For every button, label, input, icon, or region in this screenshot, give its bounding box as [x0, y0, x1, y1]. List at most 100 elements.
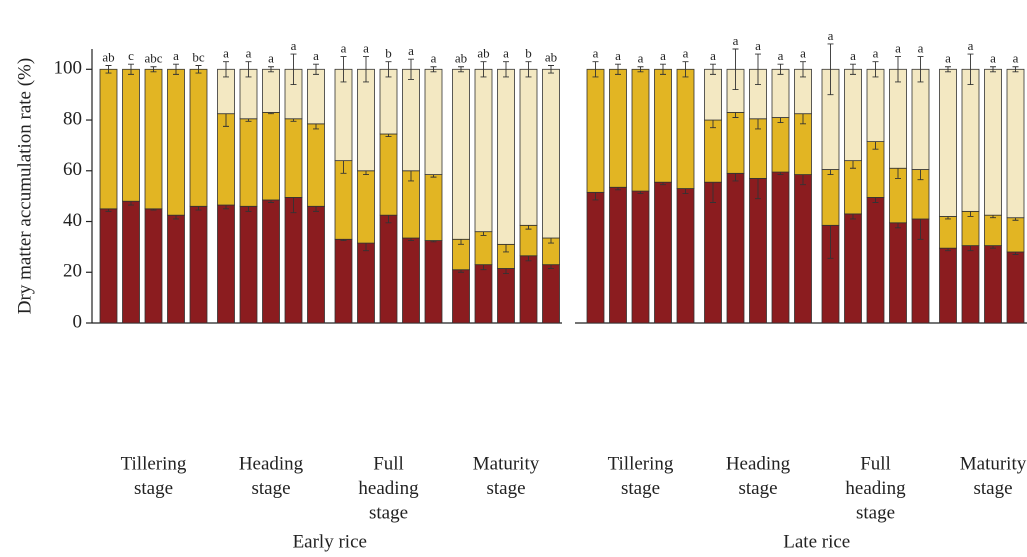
error-bar — [1012, 66, 1019, 73]
y-tick-label: 20 — [63, 261, 82, 282]
bar-segment — [866, 68, 885, 143]
bar-segment — [704, 68, 722, 121]
bar-segment — [961, 68, 980, 212]
significance-letter: a — [246, 46, 252, 61]
significance-letter: a — [755, 38, 761, 53]
error-bar — [313, 63, 319, 75]
bar-segment — [357, 68, 375, 172]
significance-letter: ab — [545, 49, 557, 64]
bar-segment — [704, 119, 722, 183]
significance-letter: a — [615, 48, 621, 63]
bar-segment — [357, 170, 375, 244]
bar-segment — [474, 264, 493, 324]
bar-segment — [911, 68, 930, 170]
bar-segment — [334, 68, 353, 162]
error-bar — [637, 66, 644, 73]
y-tick-label: 100 — [54, 58, 83, 79]
bar-segment — [939, 68, 957, 217]
error-bar — [245, 61, 252, 78]
x-tick-label: Full — [860, 453, 891, 474]
bar-segment — [144, 68, 163, 210]
error-bar — [800, 61, 806, 78]
bar-segment — [424, 68, 443, 175]
bar-segment — [379, 133, 398, 216]
significance-letter: a — [733, 33, 739, 48]
significance-letter: a — [363, 41, 369, 56]
error-bar — [458, 66, 464, 73]
error-bar — [480, 61, 487, 78]
bar-segment — [542, 264, 560, 324]
significance-letter: a — [683, 46, 689, 61]
significance-letter: a — [503, 46, 509, 61]
bar-segment — [844, 213, 862, 324]
bar-segment — [961, 245, 980, 324]
significance-letter: a — [828, 28, 834, 43]
bar-segment — [379, 68, 398, 135]
bar-segment — [217, 113, 235, 206]
error-bar — [150, 66, 157, 73]
error-bar — [827, 43, 834, 96]
y-tick-label: 40 — [63, 210, 82, 231]
bar-segment — [424, 174, 443, 241]
bar-segment — [402, 237, 420, 324]
significance-letter: bc — [192, 49, 205, 64]
error-bar — [430, 66, 437, 73]
significance-letter: a — [710, 48, 716, 63]
bar-segment — [519, 255, 538, 324]
bar-segment — [676, 188, 695, 324]
x-tick-label: stage — [621, 478, 660, 499]
bar-segment — [402, 68, 420, 172]
significance-letter: a — [918, 41, 924, 56]
bar-segment — [334, 238, 353, 324]
significance-letter: a — [778, 48, 784, 63]
x-tick-label: stage — [973, 478, 1012, 499]
error-bar — [945, 66, 951, 73]
bar-segment — [654, 181, 672, 324]
significance-letter: ab — [477, 46, 489, 61]
significance-letter: a — [593, 46, 599, 61]
y-tick-label: 80 — [63, 108, 82, 129]
significance-letter: a — [895, 41, 901, 56]
error-bar — [777, 63, 784, 75]
bar-segment — [167, 214, 185, 324]
x-tick-label: Heading — [726, 453, 791, 474]
bar-segment — [726, 112, 745, 174]
x-tick-label: stage — [856, 502, 895, 523]
x-tick-label: heading — [358, 478, 419, 499]
x-tick-label: Tillering — [608, 453, 674, 474]
bar-segment — [217, 204, 235, 324]
significance-letter: a — [873, 46, 879, 61]
significance-letter: a — [341, 41, 347, 56]
significance-letter: a — [945, 51, 951, 66]
x-tick-label: Maturity — [960, 453, 1027, 474]
significance-letter: a — [268, 51, 274, 66]
bar-segment — [866, 197, 885, 324]
error-bar — [268, 66, 274, 73]
bar-segment — [821, 169, 840, 226]
significance-letter: ab — [455, 51, 467, 66]
x-tick-label: Heading — [239, 453, 304, 474]
x-tick-label: stage — [738, 478, 777, 499]
significance-letter: a — [408, 43, 414, 58]
bar-segment — [984, 245, 1002, 324]
bar-segment — [144, 208, 163, 324]
bar-segment — [704, 181, 722, 324]
x-axis-label: Early rice — [293, 531, 367, 552]
error-bar — [525, 61, 532, 78]
error-bar — [223, 61, 229, 78]
bar-segment — [379, 214, 398, 324]
bar-segment — [167, 68, 185, 216]
x-tick-label: Tillering — [121, 453, 187, 474]
significance-letter: a — [800, 46, 806, 61]
significance-letter: a — [990, 51, 996, 66]
x-tick-label: stage — [251, 478, 290, 499]
error-bar — [128, 63, 134, 75]
bar-segment — [794, 174, 812, 324]
bar-segment — [889, 222, 907, 324]
bar-segment — [542, 68, 560, 239]
bar-segment — [424, 240, 443, 324]
bar-segment — [357, 242, 375, 324]
significance-letter: a — [431, 51, 437, 66]
error-bar — [340, 56, 347, 83]
